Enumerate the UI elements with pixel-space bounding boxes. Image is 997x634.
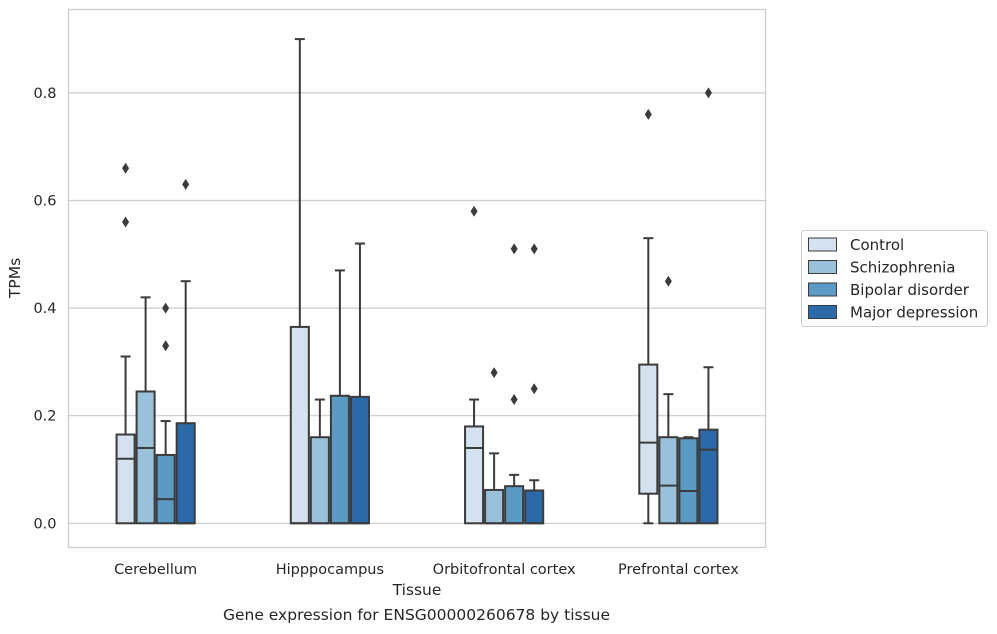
- outlier-point: [510, 243, 518, 255]
- legend-label: Schizophrenia: [850, 259, 955, 277]
- box-iqr: [678, 437, 699, 525]
- legend-label: Major depression: [850, 304, 978, 322]
- outlier-point: [530, 383, 538, 395]
- legend-label: Bipolar disorder: [850, 281, 970, 299]
- box-iqr: [638, 363, 659, 495]
- legend-swatch: [808, 282, 837, 297]
- box-3-3: [698, 87, 719, 525]
- box-iqr: [309, 436, 330, 525]
- box-1-3: [349, 242, 370, 525]
- outlier-point: [664, 275, 672, 287]
- x-tick-label: Orbitofrontal cortex: [433, 562, 576, 578]
- y-tick-label: 0.6: [33, 193, 56, 209]
- y-axis-label: TPMs: [6, 258, 24, 299]
- x-tick-label: Prefrontal cortex: [618, 562, 739, 578]
- legend-label: Control: [850, 236, 904, 254]
- box-iqr: [349, 395, 370, 525]
- box-2-0: [464, 205, 485, 525]
- legend-swatch: [808, 305, 837, 319]
- box-iqr: [698, 428, 719, 525]
- box-iqr: [175, 422, 196, 525]
- box-iqr: [329, 394, 350, 525]
- outlier-point: [644, 108, 652, 120]
- legend-swatch: [808, 237, 837, 252]
- box-3-1: [658, 275, 679, 525]
- outlier-point: [490, 367, 498, 379]
- box-iqr: [464, 425, 485, 525]
- box-3-2: [678, 436, 699, 525]
- y-tick-label: 0.4: [33, 301, 56, 317]
- y-tick-label: 0.0: [33, 516, 56, 532]
- x-axis-ticks: Cerebellum Hipppocampus Orbitofrontal cort…: [114, 562, 739, 578]
- y-axis-ticks: 0.0 0.2 0.4 0.6 0.8: [33, 86, 56, 532]
- outlier-point: [162, 340, 170, 352]
- box-iqr: [524, 489, 545, 525]
- legend-swatch: [808, 260, 837, 274]
- outlier-point: [162, 302, 170, 314]
- plot-frame: [67, 8, 767, 549]
- box-2-2: [504, 243, 525, 525]
- box-iqr: [484, 488, 505, 525]
- box-0-2: [155, 302, 176, 525]
- x-tick-label: Hipppocampus: [276, 562, 384, 578]
- outlier-point: [530, 243, 538, 255]
- box-2-1: [484, 367, 505, 525]
- box-0-1: [135, 296, 156, 525]
- box-0-3: [175, 178, 196, 525]
- box-1-1: [309, 398, 330, 525]
- x-tick-label: Cerebellum: [114, 562, 197, 578]
- y-tick-label: 0.8: [33, 86, 56, 102]
- box-iqr: [135, 390, 156, 525]
- box-3-0: [638, 108, 659, 525]
- box-1-2: [329, 269, 350, 525]
- boxes: [115, 38, 719, 525]
- outlier-point: [122, 162, 130, 174]
- box-1-0: [289, 38, 310, 525]
- box-iqr: [289, 325, 310, 525]
- box-iqr: [155, 453, 176, 525]
- legend: Control Schizophrenia Bipolar disorder Majo…: [801, 230, 988, 327]
- chart-caption: Gene expression for ENSG00000260678 by t…: [222, 606, 611, 624]
- box-iqr: [115, 433, 136, 525]
- x-axis-label: Tissue: [392, 581, 442, 599]
- outlier-point: [182, 178, 190, 190]
- legend-frame: [801, 230, 988, 327]
- y-tick-label: 0.2: [33, 409, 56, 425]
- box-0-0: [115, 162, 136, 525]
- outlier-point: [470, 205, 478, 217]
- box-iqr: [504, 485, 525, 525]
- box-iqr: [658, 436, 679, 525]
- outlier-point: [122, 216, 130, 228]
- outlier-point: [510, 394, 518, 406]
- box-2-3: [524, 243, 545, 525]
- outlier-point: [704, 87, 712, 99]
